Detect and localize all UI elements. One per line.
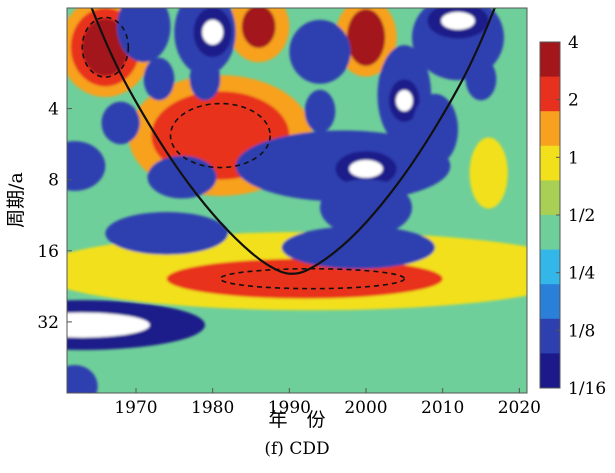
colorbar-tick-label-2: 2 [568, 91, 579, 111]
power-region-31 [105, 212, 228, 255]
low-power-core-33 [67, 312, 150, 338]
colorbar-segment-1 [540, 318, 560, 354]
significance-contour-2 [219, 267, 406, 290]
y-tick-label-8: 8 [48, 171, 59, 191]
colorbar-tick-label-1/4: 1/4 [568, 264, 595, 284]
colorbar-segment-2 [540, 284, 560, 320]
low-power-core-27 [349, 160, 383, 178]
x-tick-label-2000: 2000 [344, 398, 387, 418]
colorbar-segment-3 [540, 249, 560, 285]
y-tick-label-32: 32 [37, 313, 59, 333]
power-region-15 [289, 19, 351, 84]
chart-subtitle: (f) CDD [264, 439, 329, 459]
power-region-29 [147, 155, 217, 199]
y-tick-label-16: 16 [37, 242, 59, 262]
power-region-28 [67, 141, 106, 191]
y-tick-label-4: 4 [48, 100, 59, 120]
significance-contour-1 [169, 102, 271, 169]
power-region-12 [116, 8, 171, 63]
colorbar [539, 41, 561, 389]
colorbar-tick-label-1/2: 1/2 [568, 206, 595, 226]
low-power-core-14 [202, 19, 224, 45]
power-region-9 [469, 137, 508, 209]
colorbar-segment-9 [540, 42, 560, 78]
plot-area [67, 8, 527, 393]
significance-contour-0 [81, 16, 130, 78]
x-tick-label-1980: 1980 [191, 398, 234, 418]
colorbar-segment-0 [540, 353, 560, 389]
low-power-core-17 [441, 11, 475, 30]
power-region-4 [241, 8, 276, 49]
power-region-24 [304, 89, 336, 133]
significance-contours [81, 16, 406, 290]
colorbar-tick-label-1/8: 1/8 [568, 321, 595, 341]
colorbar-segment-4 [540, 215, 560, 251]
colorbar-segment-7 [540, 111, 560, 147]
colorbar-tick-label-1: 1 [568, 148, 579, 168]
y-axis: 4 8 16 32 [37, 100, 72, 333]
power-region-22 [465, 57, 497, 101]
x-axis-label: 年 份 [268, 409, 325, 431]
x-tick-label-2020: 2020 [498, 398, 541, 418]
x-tick-label-1990: 1990 [268, 398, 311, 418]
colorbar-segment-8 [540, 76, 560, 112]
power-region-23 [101, 101, 140, 145]
x-tick-label-2010: 2010 [421, 398, 464, 418]
y-axis-label: 周期/a [5, 172, 27, 228]
colorbar-tick-label-1/16: 1/16 [568, 379, 606, 399]
colorbar-segment-6 [540, 145, 560, 181]
power-region-11 [166, 258, 443, 299]
colorbar-segment-5 [540, 180, 560, 216]
colorbar-tick-label-4: 4 [568, 33, 579, 53]
power-region-18 [143, 57, 175, 101]
cone-of-influence [90, 8, 496, 275]
plot-frame [66, 7, 528, 394]
x-axis: 1970 1980 1990 2000 2010 2020 [114, 388, 541, 418]
power-region-2 [82, 18, 129, 76]
low-power-core-21 [395, 89, 413, 112]
x-tick-label-1970: 1970 [114, 398, 157, 418]
power-region-19 [189, 57, 221, 101]
power-region-34 [67, 365, 98, 393]
colorbar-ticks: 4 2 1 1/2 1/4 1/8 1/16 [556, 33, 606, 399]
power-region-6 [346, 9, 386, 66]
power-region-32 [281, 226, 435, 269]
